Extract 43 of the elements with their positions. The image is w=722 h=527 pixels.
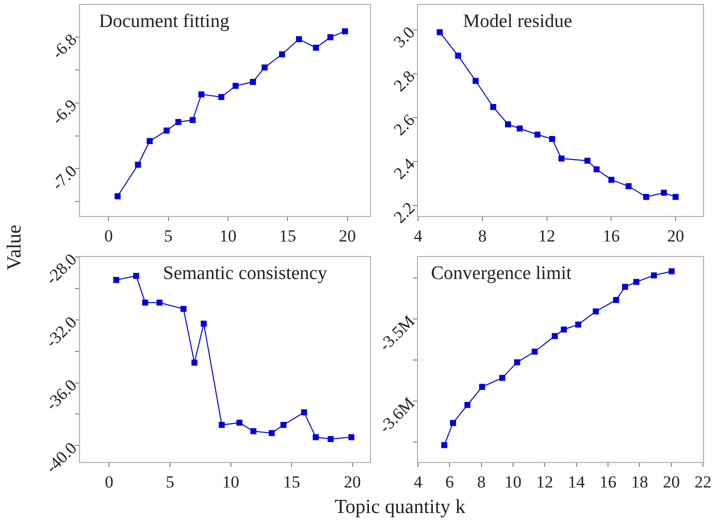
x-tick-label: 6 — [445, 472, 454, 492]
x-tick-label: 15 — [283, 472, 300, 492]
chart-title: Document fitting — [99, 11, 230, 32]
x-tick-label: 16 — [602, 226, 620, 246]
y-tick-label: -7.0 — [48, 162, 80, 194]
y-tick-label: 2.4 — [390, 154, 419, 183]
x-tick-label: 8 — [477, 472, 486, 492]
x-tick-label: 12 — [538, 226, 556, 246]
y-tick-label: -32.0 — [42, 312, 80, 352]
x-tick-label: 20 — [338, 226, 356, 246]
x-tick-label: 8 — [478, 226, 487, 246]
chart-title: Semantic consistency — [163, 263, 328, 284]
y-tick-label: 2.2 — [390, 198, 418, 227]
chart-title: Convergence limit — [431, 263, 572, 284]
chart-title: Model residue — [463, 11, 572, 32]
x-tick-label: 4 — [414, 226, 423, 246]
x-tick-label: 20 — [667, 226, 684, 246]
x-tick-label: 5 — [166, 472, 174, 492]
x-tick-label: 0 — [104, 472, 114, 492]
x-tick-label: 0 — [104, 226, 113, 246]
x-axis-title: Topic quantity k — [334, 496, 466, 519]
x-tick-label: 20 — [662, 472, 680, 492]
y-tick-label: -6.9 — [48, 96, 80, 128]
y-tick-label: 3.0 — [390, 22, 418, 52]
x-tick-label: 10 — [504, 472, 522, 492]
y-tick-label: -28.0 — [42, 250, 80, 288]
x-tick-label: 10 — [222, 472, 240, 492]
y-tick-label: -6.8 — [48, 30, 80, 63]
x-tick-label: 14 — [568, 472, 586, 492]
x-tick-label: 18 — [631, 472, 648, 492]
y-tick-label: 2.8 — [390, 66, 418, 96]
y-tick-label: -36.0 — [42, 376, 80, 414]
x-tick-label: 20 — [344, 472, 361, 492]
x-tick-label: 16 — [600, 472, 616, 492]
x-tick-label: 15 — [279, 226, 296, 246]
x-tick-label: 4 — [414, 472, 423, 492]
x-tick-label: 10 — [219, 226, 236, 246]
y-tick-label: -40.0 — [42, 438, 80, 477]
x-tick-label: 5 — [164, 226, 173, 246]
x-tick-label: 12 — [536, 472, 554, 492]
y-axis-title: Value — [3, 224, 26, 270]
x-tick-label: 22 — [694, 472, 712, 492]
y-tick-label: 2.6 — [390, 110, 418, 140]
